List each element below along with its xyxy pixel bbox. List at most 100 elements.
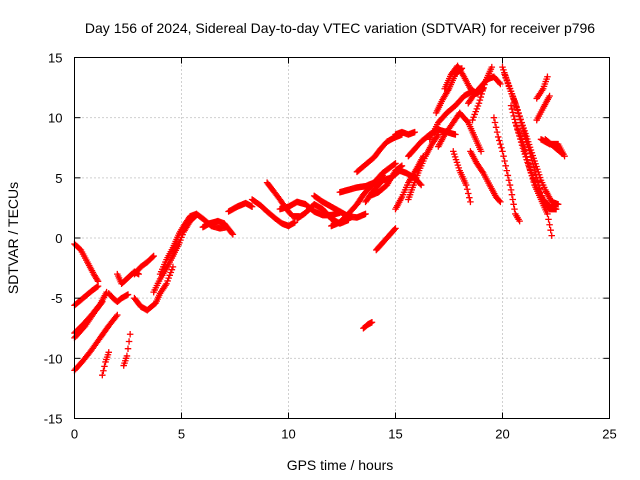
data-point: [126, 331, 134, 338]
data-point: [450, 148, 457, 155]
data-point: [516, 116, 524, 123]
data-point: [517, 119, 525, 127]
data-point: [506, 85, 514, 92]
data-point: [498, 144, 505, 151]
data-point: [102, 358, 109, 366]
data-point: [411, 128, 419, 136]
data-point: [402, 184, 410, 191]
data-point: [124, 345, 132, 352]
y-tick-label: 15: [48, 51, 62, 66]
data-point: [469, 116, 476, 124]
data-point: [493, 128, 501, 136]
data-point: [291, 219, 299, 226]
data-point: [472, 108, 479, 115]
data-point: [420, 152, 427, 160]
data-point: [517, 133, 524, 140]
data-point: [501, 71, 508, 78]
data-point: [523, 138, 530, 145]
data-point: [104, 351, 112, 358]
data-point: [535, 168, 542, 176]
y-tick-label: 0: [55, 231, 62, 246]
data-point: [527, 169, 535, 176]
data-point: [125, 338, 133, 345]
data-point: [451, 153, 459, 161]
data-point: [397, 163, 405, 170]
data-point: [533, 163, 540, 170]
data-point: [510, 96, 518, 103]
data-point: [491, 119, 499, 126]
data-point: [406, 191, 414, 198]
data-point: [368, 318, 376, 326]
data-point: [505, 82, 513, 89]
data-point: [411, 179, 418, 186]
data-point: [494, 133, 502, 141]
data-point: [521, 146, 528, 153]
data-point: [477, 93, 485, 101]
data-point: [466, 194, 473, 201]
data-point: [530, 178, 537, 186]
data-point: [163, 280, 170, 287]
data-point: [166, 272, 173, 279]
data-point: [467, 198, 474, 206]
data-point: [512, 101, 519, 109]
data-point: [404, 181, 411, 189]
data-point: [488, 63, 496, 71]
data-point: [124, 291, 132, 298]
data-point: [99, 298, 106, 306]
data-point: [522, 135, 529, 142]
data-point: [229, 231, 237, 238]
data-point: [160, 263, 167, 271]
data-point: [554, 201, 562, 208]
x-tick-label: 5: [178, 427, 185, 442]
data-point: [538, 179, 546, 186]
data-point: [500, 152, 507, 160]
data-point: [177, 236, 184, 244]
data-point: [123, 352, 131, 360]
data-point: [505, 176, 513, 184]
data-point: [405, 196, 412, 203]
data-point: [558, 149, 565, 157]
data-point: [162, 258, 169, 266]
data-point: [405, 193, 413, 201]
data-point: [114, 311, 121, 319]
data-point: [507, 102, 515, 109]
data-point: [479, 87, 486, 95]
data-point: [161, 261, 168, 268]
data-point: [510, 112, 518, 120]
data-point: [413, 172, 421, 179]
data-point: [93, 283, 101, 291]
data-point: [522, 149, 529, 157]
data-point: [506, 181, 514, 189]
data-point: [509, 93, 517, 100]
data-point: [502, 162, 509, 170]
data-point: [508, 105, 516, 113]
data-point: [525, 163, 533, 170]
data-point: [435, 131, 442, 138]
data-point: [452, 131, 459, 138]
data-point: [455, 164, 463, 172]
x-tick-label: 25: [602, 427, 616, 442]
data-point: [546, 92, 553, 100]
axis-ticks: 0 5 10 15 20 25 -15 -10 -5 0 5 10 15: [44, 51, 617, 442]
data-point: [471, 111, 478, 118]
data-point: [520, 142, 527, 150]
data-point: [157, 268, 165, 275]
data-point: [511, 205, 518, 213]
data-point: [541, 80, 549, 88]
data-point: [101, 363, 108, 370]
data-point: [519, 125, 527, 133]
y-axis-label: SDTVAR / TECUs: [5, 182, 21, 294]
data-point: [167, 269, 175, 276]
data-point: [99, 371, 106, 379]
data-point: [511, 98, 518, 106]
data-point: [502, 73, 509, 81]
data-point: [490, 114, 498, 121]
data-point: [407, 189, 415, 196]
data-point: [481, 81, 488, 88]
data-point: [513, 104, 520, 111]
data-point: [544, 210, 551, 218]
data-point: [519, 139, 526, 147]
data-point: [499, 148, 506, 155]
data-point: [480, 84, 487, 92]
